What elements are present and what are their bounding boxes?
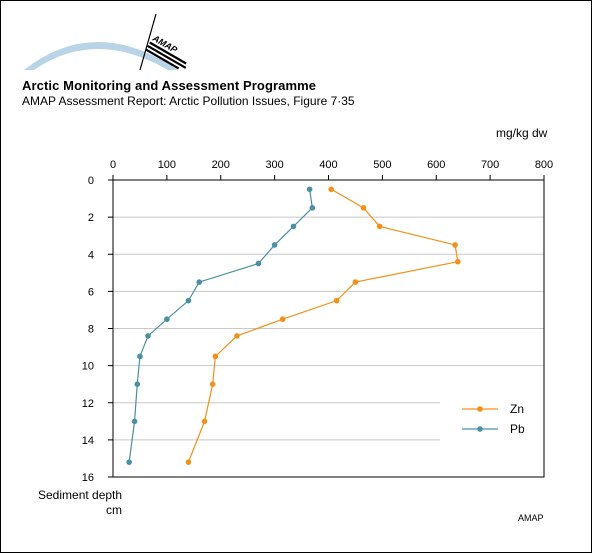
y-tick-label: 6 bbox=[88, 286, 94, 298]
header-subtitle: AMAP Assessment Report: Arctic Pollution… bbox=[22, 94, 355, 108]
amap-logo: AMAP bbox=[24, 13, 187, 71]
data-point-zn bbox=[279, 316, 286, 323]
x-tick-label: 400 bbox=[319, 159, 337, 171]
x-tick-label: 100 bbox=[158, 159, 176, 171]
data-point-pb bbox=[290, 223, 297, 230]
data-point-zn bbox=[234, 333, 240, 339]
legend-label-pb: Pb bbox=[510, 422, 525, 436]
data-point-pb bbox=[306, 186, 313, 193]
y-tick-label: 2 bbox=[88, 212, 94, 224]
data-point-pb bbox=[196, 279, 202, 285]
data-point-pb bbox=[255, 260, 262, 267]
y-tick-label: 16 bbox=[82, 472, 94, 484]
data-point-pb bbox=[271, 242, 278, 248]
legend-marker-zn bbox=[477, 406, 483, 412]
plot-area: 0 100 200 300 400 500 600 700 800 0 2 4 6 8 10 12 14 16 Zn… bbox=[82, 159, 553, 484]
data-point-pb bbox=[134, 381, 141, 387]
series-line-pb bbox=[128, 189, 313, 463]
y-tick-label: 12 bbox=[82, 398, 94, 410]
data-point-zn bbox=[212, 353, 219, 360]
data-point-zn bbox=[360, 205, 367, 211]
x-tick-label: 600 bbox=[427, 159, 445, 171]
y-tick-label: 14 bbox=[82, 435, 94, 447]
data-point-zn bbox=[185, 459, 192, 465]
y-axis-label: Sediment depth bbox=[38, 488, 123, 502]
y-tick-label: 0 bbox=[88, 175, 94, 187]
data-point-zn bbox=[455, 258, 461, 265]
data-point-zn bbox=[333, 297, 340, 304]
x-tick-label: 500 bbox=[373, 159, 391, 171]
y-axis-unit-label: cm bbox=[106, 503, 122, 517]
data-point-pb bbox=[131, 418, 138, 425]
legend-marker-pb bbox=[477, 426, 483, 432]
series-line-zn bbox=[187, 188, 459, 463]
data-point-pb bbox=[309, 205, 316, 211]
data-point-pb bbox=[145, 333, 151, 339]
data-point-zn bbox=[376, 223, 383, 230]
y-tick-label: 10 bbox=[82, 361, 94, 373]
x-tick-label: 0 bbox=[110, 159, 116, 171]
x-tick-label: 200 bbox=[212, 159, 230, 171]
legend-label-zn: Zn bbox=[510, 402, 524, 416]
x-tick-label: 800 bbox=[535, 159, 553, 171]
data-point-zn bbox=[452, 242, 458, 248]
x-tick-label: 300 bbox=[265, 159, 283, 171]
data-point-zn bbox=[328, 186, 334, 193]
data-point-zn bbox=[209, 381, 216, 387]
data-point-zn bbox=[201, 418, 208, 425]
y-tick-label: 8 bbox=[88, 324, 94, 336]
y-tick-label: 4 bbox=[88, 249, 94, 261]
data-point-pb bbox=[137, 353, 143, 360]
data-point-pb bbox=[126, 459, 132, 465]
header-title: Arctic Monitoring and Assessment Program… bbox=[22, 78, 317, 93]
logo-stripes bbox=[145, 41, 187, 70]
logo-diagonal-line bbox=[139, 13, 157, 71]
data-point-pb bbox=[164, 316, 170, 323]
x-tick-label: 700 bbox=[481, 159, 499, 171]
logo-arc bbox=[24, 42, 178, 70]
x-axis-unit-label: mg/kg dw bbox=[496, 126, 548, 140]
data-point-zn bbox=[352, 279, 359, 285]
data-point-pb bbox=[185, 297, 192, 304]
footer-credit: AMAP bbox=[518, 513, 544, 523]
